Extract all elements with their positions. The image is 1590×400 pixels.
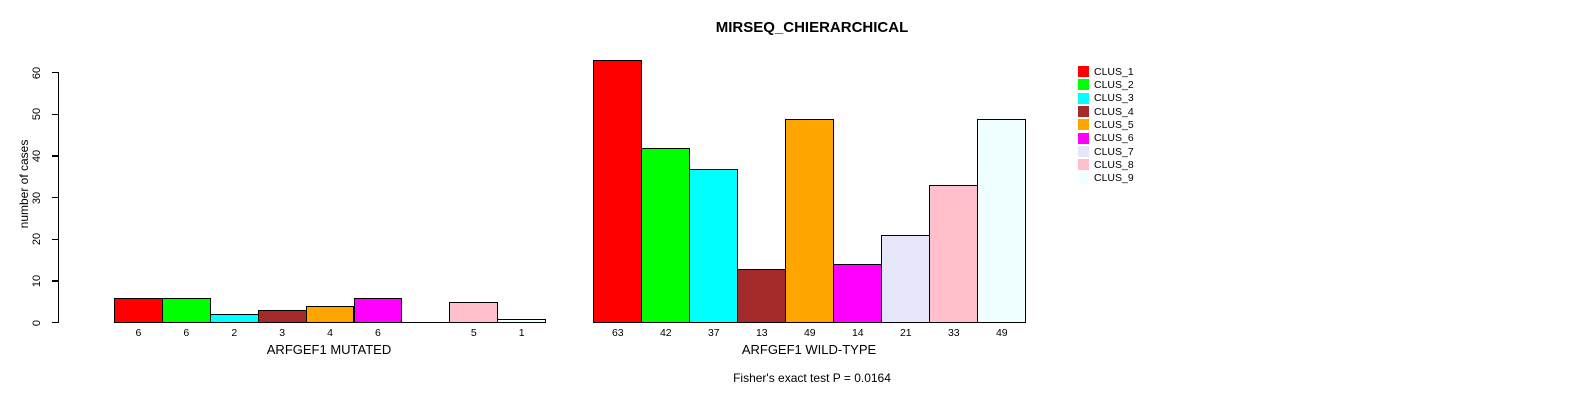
legend-swatch-clus_4 xyxy=(1078,106,1089,118)
bar-value-label: 1 xyxy=(518,327,525,339)
bar-clus_1-mutated xyxy=(114,297,163,323)
y-tick-mark xyxy=(52,113,59,115)
bar-clus_2-mutated xyxy=(161,297,211,323)
legend-swatch-clus_7 xyxy=(1078,146,1089,158)
bar-value-label: 49 xyxy=(803,327,816,339)
legend-swatch-clus_2 xyxy=(1078,79,1089,91)
bar-clus_5-mutated xyxy=(305,306,355,323)
x-axis-label-wildtype: ARFGEF1 WILD-TYPE xyxy=(741,342,877,357)
bar-clus_6-mutated xyxy=(353,297,403,323)
legend-swatch-clus_5 xyxy=(1078,119,1089,131)
y-tick-mark xyxy=(52,322,59,324)
bar-clus_8-wildtype xyxy=(929,185,979,323)
legend-label-clus_2: CLUS_2 xyxy=(1094,78,1134,91)
legend-swatch-clus_6 xyxy=(1078,132,1089,144)
bar-value-label: 5 xyxy=(470,327,477,339)
y-tick-mark xyxy=(52,155,59,157)
legend-label-clus_8: CLUS_8 xyxy=(1094,158,1134,171)
bar-clus_4-mutated xyxy=(257,310,307,323)
bar-value-label: 6 xyxy=(183,327,190,339)
bar-clus_6-wildtype xyxy=(833,264,883,323)
bar-clus_9-wildtype xyxy=(977,118,1027,323)
fisher-test-annotation: Fisher's exact test P = 0.0164 xyxy=(733,371,891,385)
y-tick-label: 0 xyxy=(31,319,43,326)
bar-value-label: 49 xyxy=(995,327,1008,339)
bar-value-label: 42 xyxy=(659,327,672,339)
y-tick-label: 50 xyxy=(31,108,43,121)
bar-value-label: 63 xyxy=(611,327,624,339)
y-tick-label: 20 xyxy=(31,233,43,246)
bar-value-label: 33 xyxy=(947,327,960,339)
bar-clus_9-mutated xyxy=(497,318,547,323)
y-tick-mark xyxy=(52,197,59,199)
y-tick-mark xyxy=(52,280,59,282)
bar-clus_3-mutated xyxy=(209,314,259,323)
y-tick-label: 40 xyxy=(31,149,43,163)
y-tick-label: 30 xyxy=(31,191,43,204)
legend-swatch-clus_8 xyxy=(1078,159,1089,171)
legend-label-clus_7: CLUS_7 xyxy=(1094,145,1134,158)
bar-value-label: 13 xyxy=(755,327,768,339)
legend-label-clus_6: CLUS_6 xyxy=(1094,132,1134,145)
bar-value-label: 6 xyxy=(375,327,381,339)
bar-clus_5-wildtype xyxy=(785,118,835,323)
legend-label-clus_9: CLUS_9 xyxy=(1094,172,1134,185)
bar-value-label: 4 xyxy=(327,327,333,339)
bar-clus_7-wildtype xyxy=(881,235,931,323)
bar-value-label: 2 xyxy=(231,327,238,339)
y-tick-label: 10 xyxy=(31,274,43,288)
bar-value-label: 3 xyxy=(279,327,286,339)
y-axis-label: number of cases xyxy=(17,139,31,229)
bar-value-label: 6 xyxy=(135,327,142,339)
bar-value-label: 14 xyxy=(851,327,864,339)
bar-value-label: 21 xyxy=(899,327,912,339)
bar-value-label: 37 xyxy=(707,327,720,339)
bar-clus_3-wildtype xyxy=(689,168,739,323)
legend-label-clus_5: CLUS_5 xyxy=(1094,118,1134,131)
legend-swatch-clus_1 xyxy=(1078,66,1089,77)
legend-swatch-clus_9 xyxy=(1078,172,1089,184)
chart-title: MIRSEQ_CHIERARCHICAL xyxy=(715,19,909,36)
x-axis-label-mutated: ARFGEF1 MUTATED xyxy=(266,342,392,357)
legend-label-clus_4: CLUS_4 xyxy=(1094,105,1134,118)
y-tick-mark xyxy=(52,72,59,74)
y-tick-mark xyxy=(52,238,59,240)
legend-label-clus_3: CLUS_3 xyxy=(1094,92,1134,105)
bar-clus_2-wildtype xyxy=(641,147,691,323)
bar-clus_8-mutated xyxy=(449,301,499,323)
legend-swatch-clus_3 xyxy=(1078,92,1089,104)
bar-clus_4-wildtype xyxy=(737,268,787,323)
y-tick-label: 60 xyxy=(31,66,43,79)
bar-clus_7-mutated-zero xyxy=(401,321,451,323)
legend-label-clus_1: CLUS_1 xyxy=(1094,65,1134,78)
bar-clus_1-wildtype xyxy=(593,60,643,323)
